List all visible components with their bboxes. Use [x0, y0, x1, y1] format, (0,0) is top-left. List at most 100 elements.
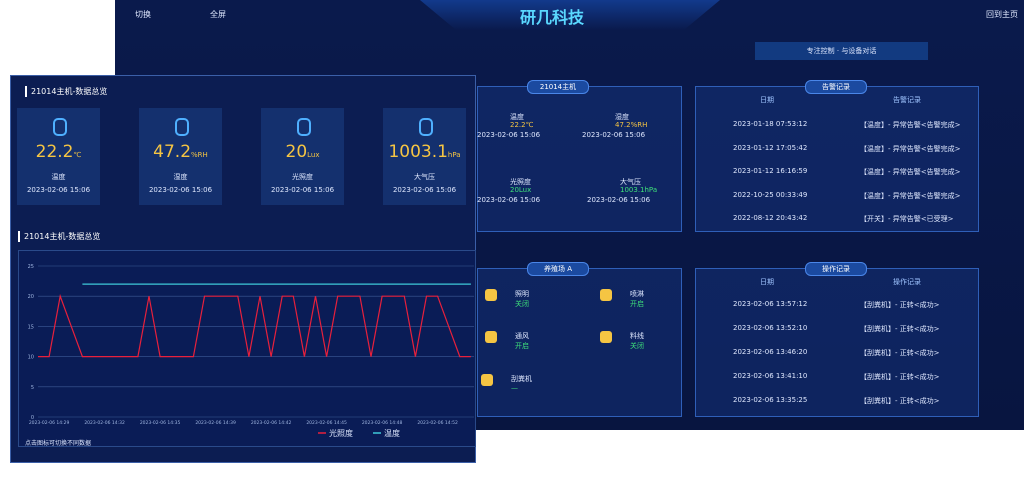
panel-header: 养殖场 A	[527, 262, 589, 276]
card	[17, 108, 100, 205]
app-title: 研几科技	[520, 8, 585, 27]
item-time: 2023-02-06 15:06	[477, 196, 541, 204]
row-record: 【开关】- 异常告警<已受理>	[860, 215, 954, 223]
device-name: 料线	[630, 332, 644, 340]
row-date: 2023-01-12 17:05:42	[733, 143, 808, 152]
slogan: 专注控制 · 与设备对话	[755, 42, 928, 60]
card-time: 2023-02-06 15:06	[26, 186, 91, 194]
row-date: 2023-02-06 13:52:10	[733, 324, 808, 332]
device-icon	[485, 289, 497, 301]
legend-label: 光照度	[329, 428, 353, 438]
x-tick-label: 2023-02-06 14:39	[195, 420, 236, 426]
x-tick-label: 2023-02-06 14:48	[362, 420, 403, 426]
item-time: 2023-02-06 15:06	[587, 196, 651, 204]
y-tick-label: 0	[31, 415, 34, 421]
device-state: 关闭	[630, 342, 644, 350]
device-icon	[481, 374, 493, 386]
row-record: 【刮粪机】- 正转<成功>	[860, 397, 940, 405]
panel-header: 21014主机	[527, 80, 589, 94]
device-state: 开启	[515, 342, 529, 350]
section-title: 21014主机-数据总览	[18, 231, 100, 242]
home-button[interactable]: 回到主页	[986, 10, 1018, 19]
row-date: 2023-02-06 13:57:12	[733, 300, 808, 308]
row-date: 2023-01-18 07:53:12	[733, 120, 808, 128]
device-icon	[485, 331, 497, 343]
device-state: 开启	[630, 300, 644, 308]
x-tick-label: 2023-02-06 14:32	[84, 420, 125, 426]
row-record: 【温度】- 异常告警<告警完成>	[860, 121, 961, 129]
column-header: 日期	[760, 278, 774, 286]
card	[383, 108, 466, 205]
card	[139, 108, 222, 205]
x-tick-label: 2023-02-06 14:45	[306, 420, 347, 426]
chart-note: 点击图标可切换不同数据	[25, 440, 92, 447]
card-time: 2023-02-06 15:06	[148, 186, 213, 194]
item-value: 22.2℃	[510, 121, 534, 129]
line	[38, 293, 471, 358]
x-tick-label: 2023-02-06 14:29	[29, 420, 70, 426]
item-value: 47.2%RH	[615, 121, 648, 129]
item-value: 20Lux	[510, 186, 532, 194]
item-name: 湿度	[615, 113, 629, 121]
card-name: 光照度	[292, 173, 313, 181]
card	[261, 108, 344, 205]
device-icon	[600, 331, 612, 343]
item-name: 光照度	[510, 178, 531, 186]
card-unit: Lux	[307, 151, 320, 159]
legend-label: 温度	[384, 428, 400, 438]
y-tick-label: 10	[28, 355, 34, 361]
row-record: 【温度】- 异常告警<告警完成>	[860, 191, 961, 200]
row-record: 【刮粪机】- 正转<成功>	[860, 325, 940, 333]
panel-header: 操作记录	[805, 262, 867, 276]
card-value: 1003.1hPa	[388, 142, 461, 162]
item-time: 2023-02-06 15:06	[582, 131, 646, 139]
card-unit: hPa	[447, 151, 461, 159]
item-name: 温度	[510, 113, 524, 121]
row-record: 【温度】- 异常告警<告警完成>	[860, 168, 961, 176]
row-record: 【刮粪机】- 正转<成功>	[860, 373, 940, 381]
device-name: 通风	[515, 332, 529, 340]
section-title: 21014主机-数据总览	[25, 86, 107, 97]
column-header: 告警记录	[893, 96, 921, 104]
card-name: 大气压	[414, 173, 435, 181]
card-icon	[53, 118, 67, 136]
row-date: 2023-02-06 13:35:25	[733, 396, 808, 404]
device-state: —	[511, 384, 518, 392]
card-time: 2023-02-06 15:06	[392, 186, 457, 194]
item-value: 1003.1hPa	[620, 186, 658, 194]
column-header: 日期	[760, 96, 774, 104]
y-tick-label: 20	[28, 294, 34, 300]
row-record: 【刮粪机】- 正转<成功>	[860, 349, 940, 357]
x-tick-label: 2023-02-06 14:42	[251, 420, 292, 426]
card-time: 2023-02-06 15:06	[270, 186, 335, 194]
y-tick-label: 5	[31, 385, 34, 391]
row-date: 2022-08-12 20:43:42	[733, 214, 808, 222]
row-date: 2022-10-25 00:33:49	[733, 190, 808, 199]
device-state: 关闭	[515, 300, 529, 308]
card-icon	[175, 118, 189, 136]
device-icon	[600, 289, 612, 301]
card-unit: %RH	[191, 151, 208, 159]
card-value: 20Lux	[285, 142, 320, 162]
y-tick-label: 15	[28, 324, 34, 330]
item-time: 2023-02-06 15:06	[477, 131, 541, 139]
column-header: 操作记录	[893, 278, 921, 286]
y-tick-label: 25	[28, 264, 34, 270]
row-date: 2023-01-12 16:16:59	[733, 167, 808, 175]
card-icon	[419, 118, 433, 136]
switch-button[interactable]: 切换	[135, 10, 151, 19]
item-name: 大气压	[620, 178, 641, 186]
card-icon	[297, 118, 311, 136]
row-record: 【温度】- 异常告警<告警完成>	[860, 144, 961, 153]
card-name: 湿度	[173, 173, 188, 181]
device-name: 喷淋	[630, 290, 644, 298]
card-name: 温度	[51, 173, 66, 181]
fullscreen-button[interactable]: 全屏	[210, 10, 226, 19]
farm-panel	[477, 268, 682, 417]
device-name: 刮粪机	[511, 375, 532, 383]
title-bar	[420, 0, 720, 30]
panel-header: 告警记录	[805, 80, 867, 94]
row-date: 2023-02-06 13:46:20	[733, 348, 808, 356]
